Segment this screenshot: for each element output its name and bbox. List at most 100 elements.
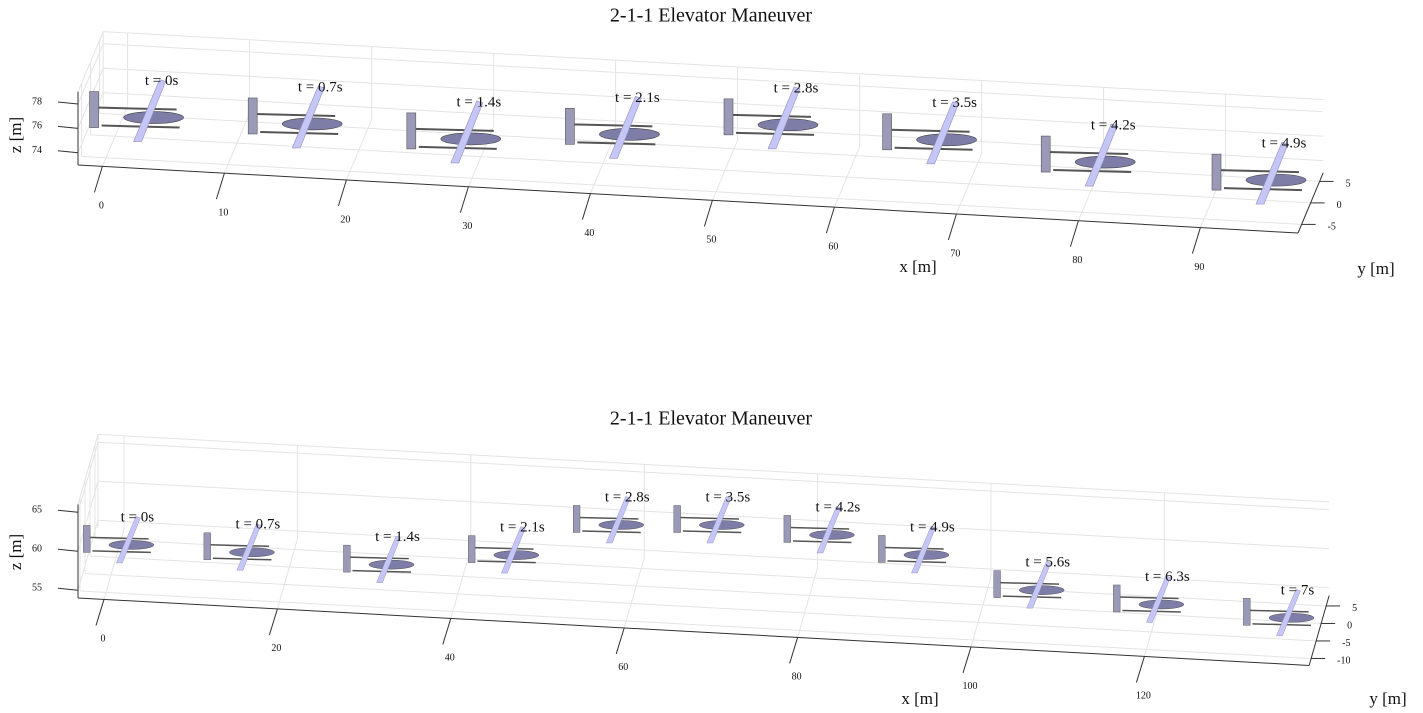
z-tick-label: 78 (32, 96, 42, 107)
fuselage (282, 118, 342, 130)
time-label: t = 3.5s (705, 489, 750, 505)
fuselage (1269, 613, 1314, 622)
x-tick-label: 0 (101, 634, 106, 645)
z-axis-label: z [m] (6, 534, 25, 570)
x-tick (269, 609, 277, 635)
x-tick (96, 599, 104, 625)
tail (1243, 598, 1250, 625)
z-tick-label: 65 (32, 504, 42, 515)
grid-line (103, 44, 1323, 112)
fuselage (1019, 586, 1064, 595)
time-label: t = 0.7s (298, 79, 343, 95)
x-axis (78, 598, 1309, 665)
x-tick (1070, 221, 1078, 247)
x-tick (443, 618, 451, 644)
x-tick-label: 40 (584, 228, 594, 239)
grid-line (95, 539, 1326, 606)
tail (468, 536, 475, 563)
tail (724, 99, 733, 135)
time-label: t = 4.2s (1091, 117, 1136, 133)
fuselage (599, 520, 644, 529)
boom (1219, 170, 1299, 172)
y-axis-label: y [m] (1369, 689, 1406, 708)
x-tick (826, 207, 834, 233)
fuselage (109, 540, 154, 549)
chart-title: 2-1-1 Elevator Maneuver (610, 5, 812, 27)
tail (878, 535, 885, 562)
z-tick-label: 74 (32, 145, 42, 156)
x-tick (460, 187, 468, 213)
tail (565, 108, 574, 144)
x-tick-label: 20 (340, 214, 350, 225)
y-tick-label: 0 (1337, 200, 1342, 211)
tail (883, 114, 892, 150)
tail (1113, 585, 1120, 612)
x-tick-label: 100 (963, 681, 978, 692)
x-tick-label: 20 (271, 643, 281, 654)
x-axis-label: x [m] (901, 689, 938, 708)
z-tick (58, 588, 78, 590)
x-tick-label: 80 (1072, 255, 1082, 266)
time-label: t = 1.4s (456, 94, 501, 110)
grid-line (80, 591, 1311, 658)
tail (573, 505, 580, 532)
y-tick-label: 5 (1346, 179, 1351, 190)
time-label: t = 4.9s (1262, 136, 1307, 152)
boom (255, 114, 335, 116)
fuselage (699, 521, 744, 530)
time-label: t = 4.2s (816, 499, 861, 515)
boom (209, 545, 269, 547)
z-axis-label: z [m] (6, 117, 25, 153)
boom (731, 115, 811, 117)
z-tick (58, 151, 78, 153)
time-label: t = 2.8s (605, 489, 650, 505)
boom (414, 129, 494, 131)
x-tick (616, 628, 624, 654)
z-tick (58, 102, 78, 104)
tail (674, 506, 681, 533)
y-axis-label: y [m] (1357, 259, 1394, 278)
boom (474, 548, 534, 550)
boom (578, 517, 638, 519)
x-tick-label: 70 (950, 248, 960, 259)
x-tick (948, 214, 956, 240)
tail (784, 515, 791, 542)
x-axis (78, 165, 1298, 233)
x-tick (1192, 228, 1200, 254)
figure: 0102030405060708090-5057476782-1-1 Eleva… (0, 0, 1423, 713)
y-tick-label: 5 (1352, 603, 1357, 614)
x-tick-label: 30 (462, 221, 472, 232)
fuselage (369, 560, 414, 569)
z-tick-label: 60 (32, 543, 42, 554)
fuselage (494, 551, 539, 560)
z-tick (58, 510, 78, 512)
tail (343, 545, 350, 572)
x-tick (338, 180, 346, 206)
x-tick-label: 0 (99, 201, 104, 212)
x-tick-label: 10 (218, 207, 228, 218)
x-tick (704, 200, 712, 226)
x-tick (1136, 656, 1144, 682)
tail (994, 571, 1001, 598)
x-tick-label: 40 (445, 653, 455, 664)
time-label: t = 1.4s (375, 529, 420, 545)
fuselage (1075, 156, 1135, 168)
boom (789, 527, 849, 529)
x-tick (582, 194, 590, 220)
fuselage (758, 119, 818, 131)
boom (349, 557, 409, 559)
x-tick-label: 90 (1194, 262, 1204, 273)
y-tick-label: -5 (1328, 222, 1336, 233)
y-tick-label: 0 (1347, 621, 1352, 632)
z-tick-label: 55 (32, 582, 42, 593)
fuselage (1139, 600, 1184, 609)
z-tick (58, 549, 78, 551)
boom (1048, 152, 1128, 154)
x-tick (963, 647, 971, 673)
time-label: t = 2.1s (615, 90, 660, 106)
fuselage (124, 112, 184, 124)
x-axis-label: x [m] (899, 257, 936, 276)
y-tick-label: -10 (1337, 656, 1350, 667)
grid-line (85, 574, 1316, 641)
box-edge (103, 32, 1323, 100)
